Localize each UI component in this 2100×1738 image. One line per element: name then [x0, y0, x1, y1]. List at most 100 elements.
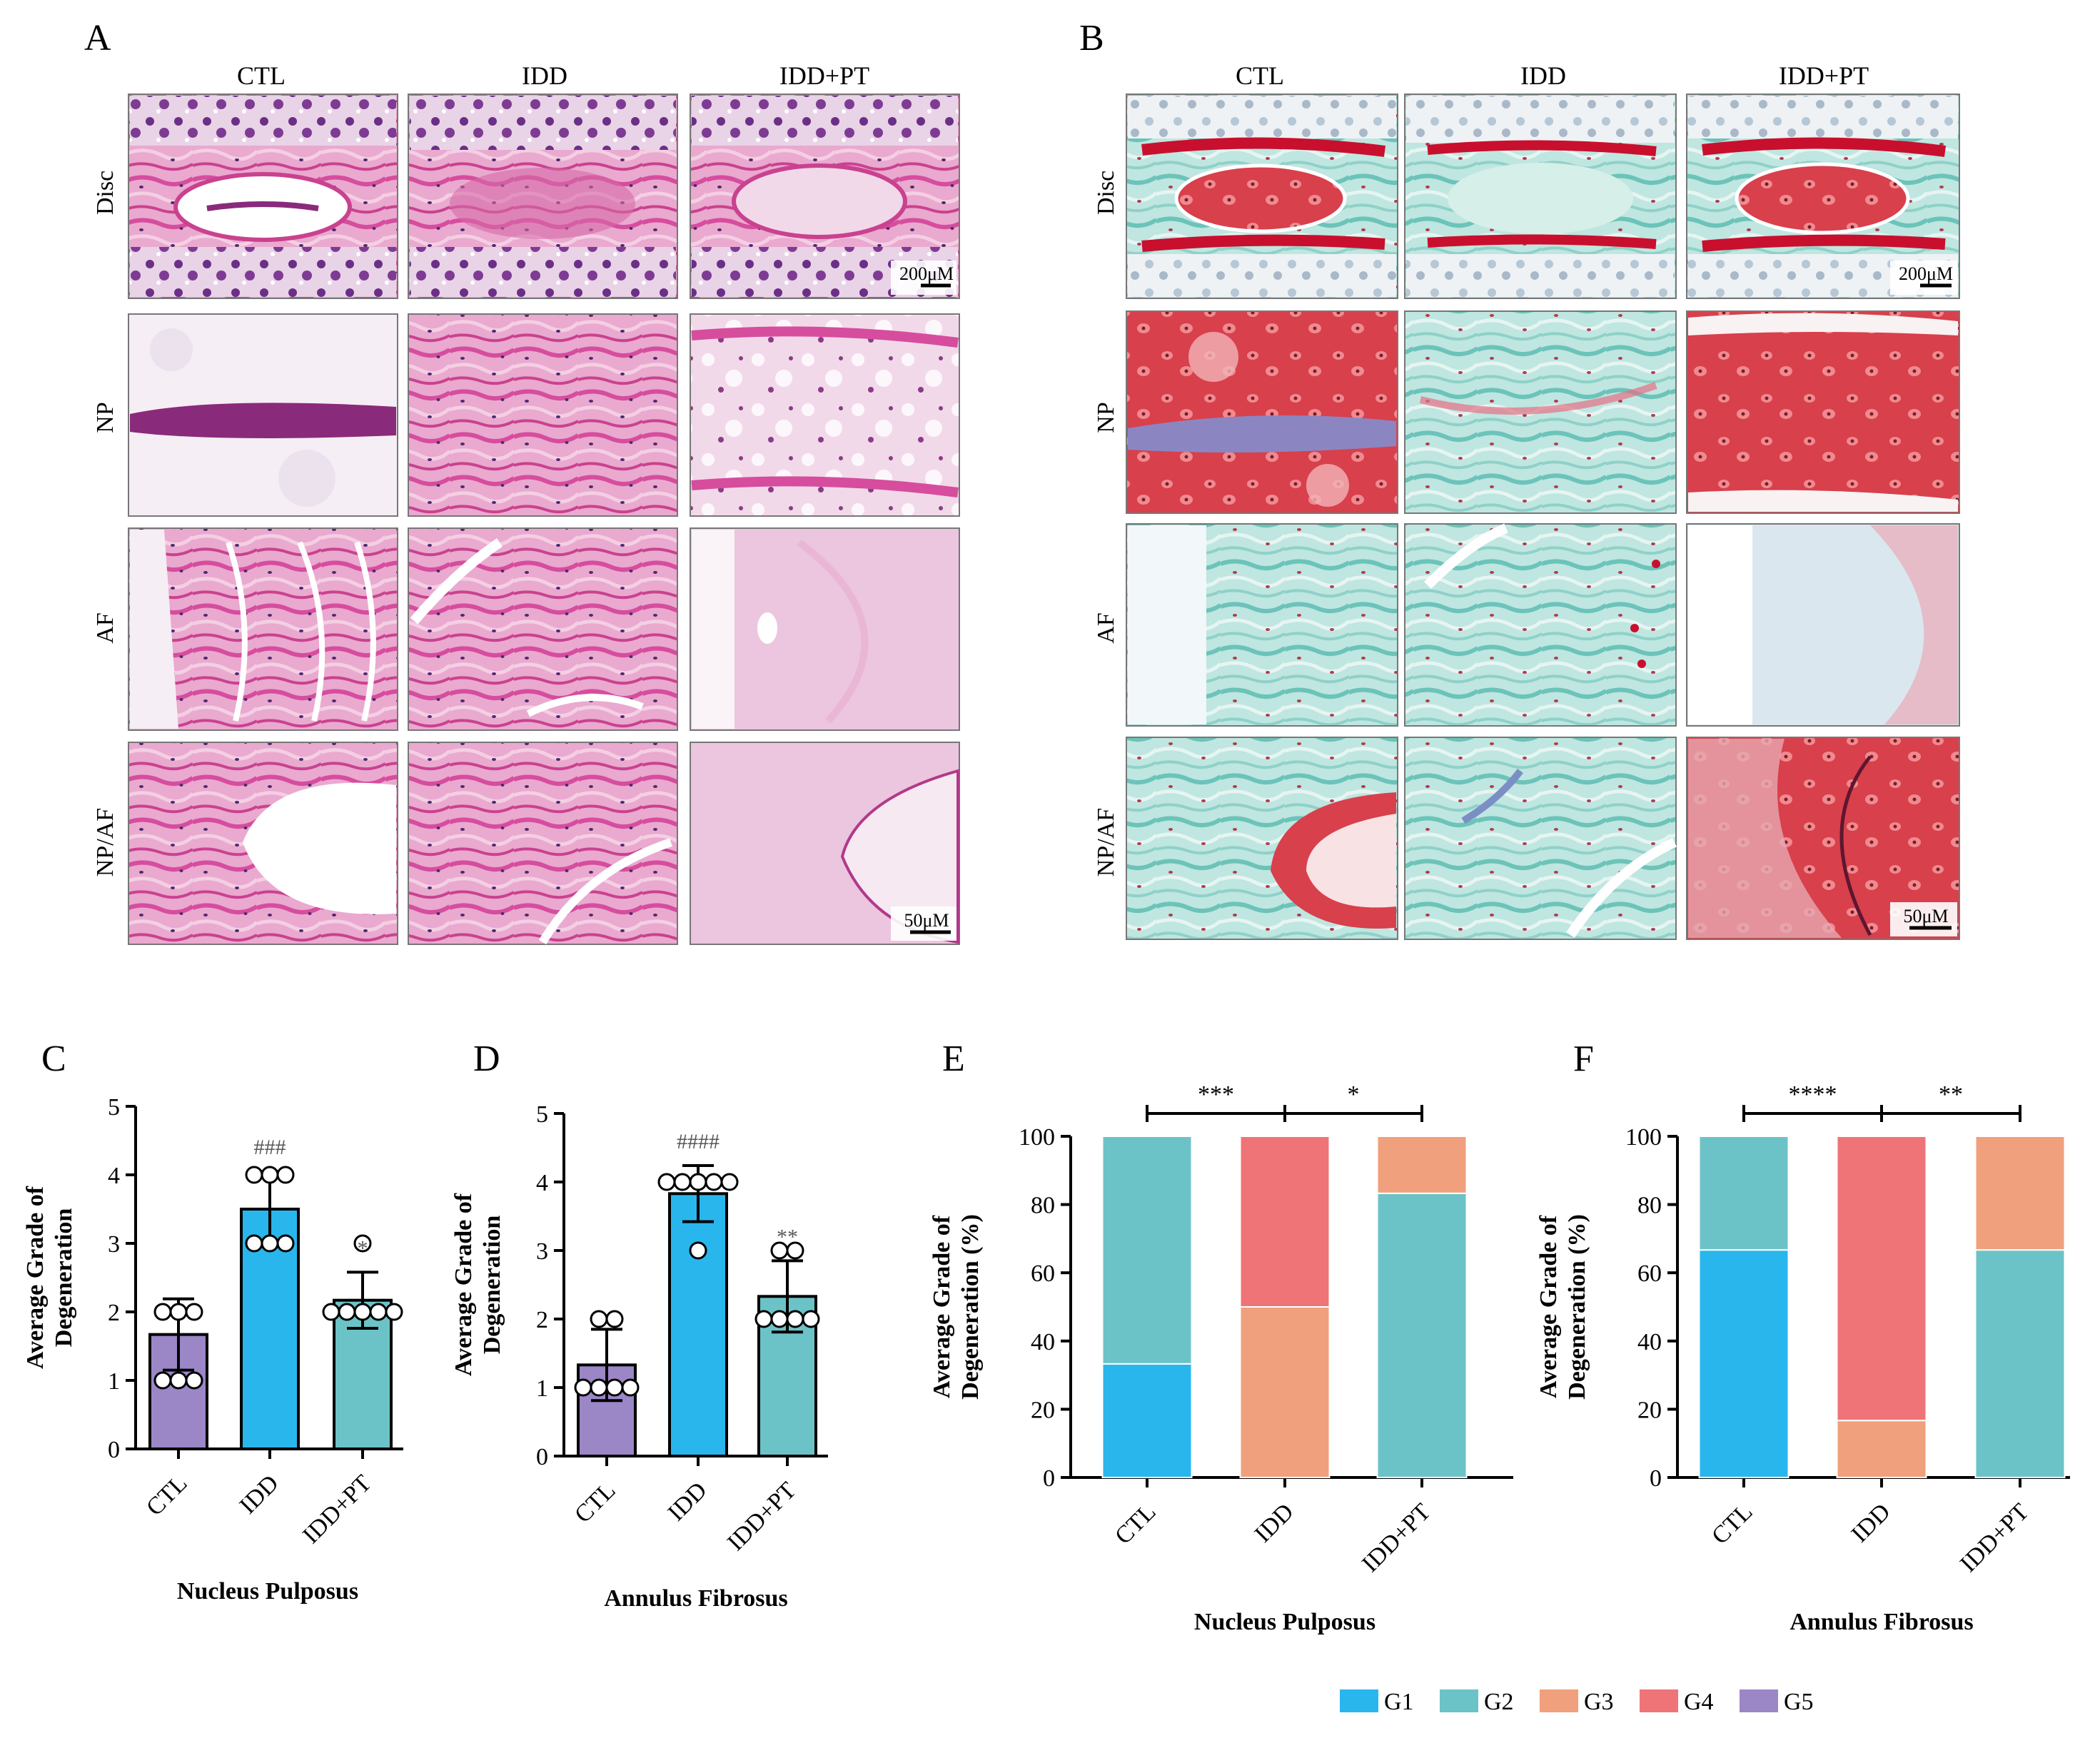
- y-axis-label-line: Degeneration: [479, 1216, 505, 1355]
- legend-label: G5: [1784, 1689, 1814, 1715]
- data-point: [605, 1378, 624, 1397]
- data-point: [369, 1303, 388, 1321]
- panel-a-row-af: AF: [92, 612, 118, 643]
- bar: [668, 1192, 728, 1457]
- scale-bar-a-zoom: 50μM: [904, 910, 949, 931]
- data-point: [754, 1310, 773, 1328]
- data-point: [621, 1378, 640, 1397]
- micrograph-a-npaf-ctl: [128, 742, 398, 945]
- y-tick-label: 60: [1637, 1260, 1662, 1287]
- data-point: [338, 1303, 356, 1321]
- panel-a-letter: A: [84, 18, 111, 59]
- micrograph-b-af-ctl: [1126, 523, 1398, 727]
- panel-a-col-ctl: CTL: [237, 61, 286, 90]
- x-tick-label: CTL: [1110, 1498, 1161, 1550]
- panel-b-col-idd: IDD: [1520, 61, 1566, 90]
- stacked-segment-g3: [1376, 1136, 1468, 1194]
- significance-marker: ####: [677, 1130, 720, 1153]
- y-tick-label: 100: [1625, 1124, 1662, 1151]
- data-point: [590, 1378, 608, 1397]
- y-axis-label: Average Grade ofDegeneration: [22, 1186, 77, 1369]
- legend-label: G1: [1384, 1689, 1414, 1715]
- legend-swatch-g2: [1440, 1689, 1478, 1712]
- x-axis-title: Annulus Fibrosus: [604, 1585, 787, 1612]
- data-point: [689, 1241, 707, 1260]
- y-tick-label: 40: [1637, 1329, 1662, 1355]
- stacked-segment-g2: [1974, 1249, 2066, 1478]
- data-point: [786, 1241, 804, 1260]
- x-tick-label: IDD: [1250, 1498, 1299, 1547]
- y-tick-label: 3: [108, 1231, 120, 1258]
- x-tick-label: IDD+PT: [298, 1470, 377, 1549]
- stacked-segment-g1: [1101, 1363, 1193, 1479]
- y-axis-label-line: Degeneration (%): [1564, 1214, 1590, 1400]
- y-axis-label-line: Degeneration (%): [957, 1214, 984, 1400]
- micrograph-a-disc-idd: [408, 94, 678, 299]
- panel-b-row-npaf: NP/AF: [1093, 808, 1119, 876]
- y-tick-label: 2: [108, 1300, 120, 1326]
- micrograph-b-af-iddpt: [1686, 523, 1960, 727]
- micrograph-b-disc-ctl: [1126, 94, 1398, 299]
- stacked-segment-g3: [1239, 1306, 1331, 1478]
- micrograph-b-npaf-idd: [1404, 737, 1677, 940]
- panel-a-row-np: NP: [92, 402, 118, 433]
- micrograph-a-np-idd: [408, 313, 678, 517]
- data-point: [153, 1371, 172, 1390]
- data-point: [657, 1173, 676, 1191]
- micrograph-b-disc-idd: [1404, 94, 1677, 299]
- legend-swatch-g1: [1340, 1689, 1378, 1712]
- data-point: [590, 1310, 608, 1328]
- y-axis-label: Average Grade ofDegeneration (%): [1535, 1214, 1590, 1400]
- data-point: [574, 1378, 592, 1397]
- y-axis-label-line: Average Grade of: [22, 1186, 49, 1369]
- stacked-segment-g2: [1698, 1136, 1789, 1251]
- micrograph-b-npaf-ctl: [1126, 737, 1398, 940]
- stacked-segment-g1: [1698, 1249, 1789, 1478]
- panel-b-row-disc: Disc: [1093, 171, 1119, 215]
- data-point: [185, 1371, 203, 1390]
- micrograph-b-np-iddpt: [1686, 310, 1960, 514]
- y-tick-label: 5: [536, 1101, 548, 1128]
- data-point: [261, 1166, 279, 1184]
- x-tick-label: IDD: [1847, 1498, 1896, 1547]
- y-tick-label: 80: [1637, 1193, 1662, 1219]
- y-tick-label: 4: [536, 1170, 548, 1196]
- data-point: [276, 1234, 295, 1253]
- y-tick-label: 100: [1019, 1124, 1055, 1151]
- significance-marker: *: [358, 1236, 368, 1260]
- chart-d: 0 1 2 3 4 5 CTL IDD IDD+PT Average Grade ofDegene…: [450, 1101, 828, 1612]
- legend-label: G3: [1584, 1689, 1614, 1715]
- y-axis-label-line: Average Grade of: [929, 1215, 955, 1398]
- legend-swatch-g5: [1740, 1689, 1778, 1712]
- panel-b-col-ctl: CTL: [1236, 61, 1284, 90]
- y-tick-label: 20: [1031, 1397, 1055, 1423]
- significance-marker: ###: [254, 1136, 286, 1159]
- micrograph-b-npaf-iddpt: 50μM: [1686, 737, 1960, 940]
- stacked-segment-g4: [1239, 1136, 1331, 1308]
- chart-c: 0 1 2 3 4 5 CTL IDD IDD+PT Average Grade ofDegene…: [22, 1094, 403, 1605]
- y-tick-label: 20: [1637, 1397, 1662, 1423]
- data-point: [169, 1303, 188, 1321]
- panel-d-letter: D: [473, 1039, 500, 1079]
- x-tick-label: CTL: [570, 1477, 621, 1528]
- data-point: [169, 1371, 188, 1390]
- y-tick-label: 0: [108, 1437, 120, 1463]
- micrograph-a-disc-iddpt: 200μM: [690, 94, 960, 299]
- data-point: [770, 1310, 789, 1328]
- micrograph-b-np-idd: [1404, 310, 1677, 514]
- legend-label: G2: [1484, 1689, 1514, 1715]
- micrograph-a-disc-ctl: [128, 94, 398, 299]
- data-point: [673, 1173, 692, 1191]
- panel-b-row-np: NP: [1093, 402, 1119, 433]
- grade-legend: G1 G2 G3 G4 G5: [1340, 1689, 1814, 1715]
- y-tick-label: 5: [108, 1094, 120, 1121]
- data-point: [385, 1303, 403, 1321]
- data-point: [245, 1166, 263, 1184]
- scale-bar-a-disc: 200μM: [899, 263, 954, 284]
- panel-e-letter: E: [942, 1039, 965, 1079]
- stacked-segment-g2: [1101, 1136, 1193, 1365]
- data-point: [261, 1234, 279, 1253]
- x-tick-label: CTL: [141, 1470, 193, 1521]
- y-axis-label-line: Degeneration: [51, 1208, 77, 1348]
- panel-a-col-iddpt: IDD+PT: [779, 61, 869, 90]
